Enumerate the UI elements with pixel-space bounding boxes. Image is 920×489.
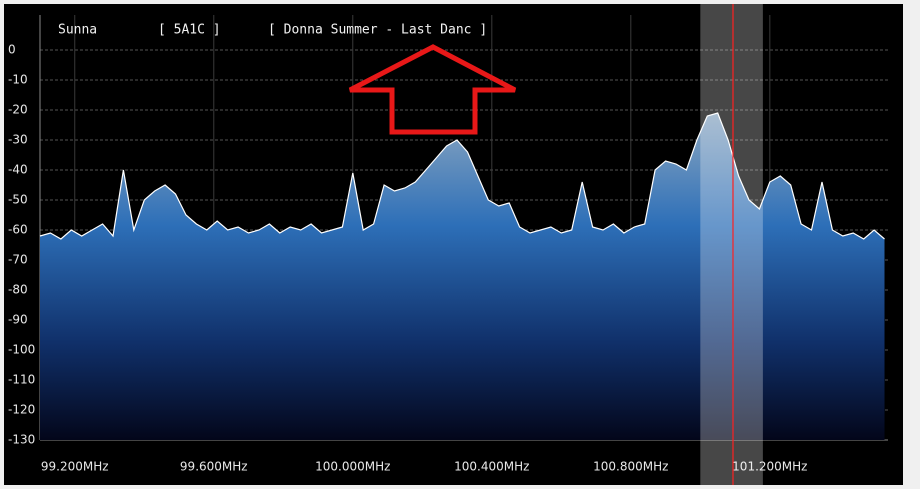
pi-code: [ 5A1C ] bbox=[158, 23, 221, 38]
y-tick-label: -130 bbox=[8, 433, 35, 447]
x-tick-label: 100.000MHz bbox=[315, 460, 390, 474]
radiotext: [ Donna Summer - Last Danc ] bbox=[268, 23, 487, 38]
x-tick-label: 100.400MHz bbox=[454, 460, 529, 474]
y-tick-label: -40 bbox=[8, 163, 28, 177]
y-tick-label: -20 bbox=[8, 103, 28, 117]
y-tick-label: -110 bbox=[8, 373, 35, 387]
y-tick-label: -60 bbox=[8, 223, 28, 237]
station-name: Sunna bbox=[58, 23, 97, 38]
y-tick-label: -90 bbox=[8, 313, 28, 327]
arrow-annotation bbox=[348, 44, 517, 135]
y-tick-label: -50 bbox=[8, 193, 28, 207]
spectrum-line bbox=[39, 112, 885, 240]
selected-band bbox=[700, 4, 763, 485]
y-tick-label: -70 bbox=[8, 253, 28, 267]
y-tick-label: 0 bbox=[8, 43, 16, 57]
x-tick-label: 99.200MHz bbox=[41, 460, 109, 474]
y-tick-label: -30 bbox=[8, 133, 28, 147]
y-tick-label: -100 bbox=[8, 343, 35, 357]
y-tick-label: -120 bbox=[8, 403, 35, 417]
plot bbox=[39, 4, 885, 485]
x-tick-label: 100.800MHz bbox=[593, 460, 668, 474]
x-tick-label: 101.200MHz bbox=[732, 460, 807, 474]
y-tick-label: -80 bbox=[8, 283, 28, 297]
y-tick-label: -10 bbox=[8, 73, 28, 87]
x-tick-label: 99.600MHz bbox=[180, 460, 248, 474]
spectrum-fill bbox=[40, 113, 885, 440]
